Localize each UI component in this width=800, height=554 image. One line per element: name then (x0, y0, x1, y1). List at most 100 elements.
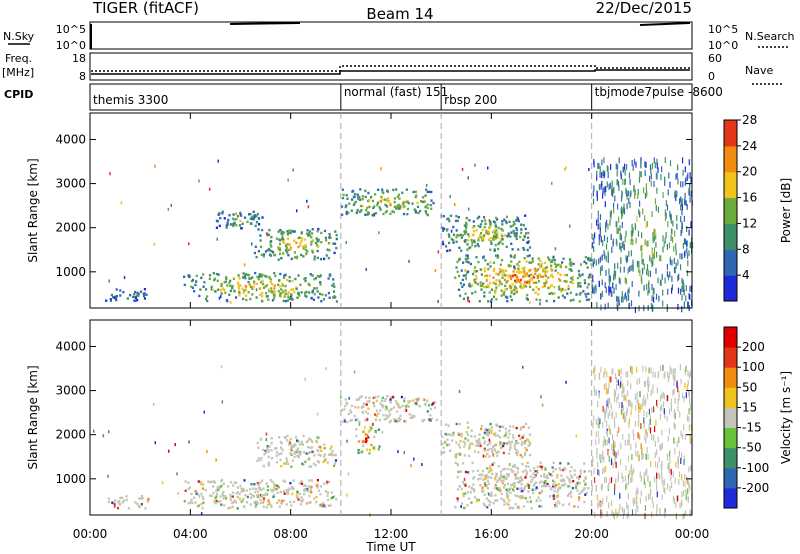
echo-cell (303, 488, 307, 491)
echo-cell (213, 500, 216, 503)
echo-cell (690, 191, 692, 198)
echo-cell (506, 300, 509, 303)
echo-cell (545, 484, 548, 488)
echo-cell (251, 494, 254, 497)
echo-cell (599, 256, 601, 263)
echo-cell (597, 431, 599, 438)
echo-cell (659, 279, 661, 286)
echo-cell (233, 276, 236, 280)
echo-cell (659, 508, 661, 515)
echo-cell (455, 236, 458, 239)
echo-cell (687, 370, 689, 377)
echo-cell (602, 422, 604, 429)
echo-cell (510, 290, 513, 293)
echo-cell (444, 432, 447, 436)
echo-cell (516, 450, 519, 454)
echo-cell (552, 497, 555, 500)
echo-cell (310, 297, 313, 300)
echo-cell (688, 481, 690, 488)
echo-cell (669, 408, 671, 415)
echo-cell (519, 437, 522, 441)
echo-cell (610, 429, 612, 436)
echo-cell (414, 195, 417, 199)
echo-cell (498, 267, 501, 271)
echo-cell (646, 429, 648, 436)
echo-cell (510, 483, 513, 487)
echo-cell (448, 241, 451, 245)
echo-cell (517, 441, 520, 445)
echo-cell (487, 300, 490, 303)
echo-cell (636, 366, 638, 373)
echo-cell (520, 286, 523, 290)
echo-cell (374, 413, 377, 416)
echo-cell (494, 237, 497, 241)
echo-cell (685, 365, 687, 372)
echo-cell (645, 437, 647, 444)
echo-cell (112, 296, 115, 299)
echo-cell (270, 441, 273, 445)
echo-cell (429, 419, 432, 422)
echo-cell (519, 285, 522, 288)
echo-cell (293, 230, 296, 233)
echo-cell (515, 449, 518, 452)
echo-cell (134, 296, 138, 300)
echo-cell (545, 281, 548, 284)
colorbar-tick-label: 20 (742, 165, 757, 179)
echo-cell (679, 411, 681, 418)
echo-cell (630, 239, 632, 245)
echo-cell (242, 276, 245, 279)
echo-cell (610, 376, 612, 383)
echo-cell (262, 282, 265, 286)
colorbar-tick-label: 16 (742, 191, 757, 205)
echo-cell (231, 505, 234, 508)
echo-cell (468, 219, 471, 222)
echo-cell (494, 243, 497, 247)
echo-cell (472, 477, 475, 480)
echo-cell (284, 292, 287, 295)
echo-cell (469, 491, 472, 494)
echo-cell (524, 280, 527, 284)
echo-cell (474, 290, 477, 294)
echo-cell (288, 229, 291, 232)
echo-speckle (292, 168, 294, 172)
echo-cell (372, 401, 375, 405)
echo-cell (650, 461, 652, 467)
echo-cell (217, 488, 220, 492)
echo-cell (676, 190, 678, 197)
echo-cell (637, 505, 639, 512)
echo-cell (625, 292, 627, 299)
echo-cell (550, 273, 553, 276)
echo-cell (332, 296, 335, 299)
echo-cell (327, 480, 330, 484)
echo-cell (537, 263, 540, 266)
echo-speckle (569, 224, 571, 228)
echo-cell (643, 472, 645, 479)
echo-cell (501, 482, 504, 485)
echo-cell (570, 474, 573, 477)
echo-cell (657, 462, 659, 469)
echo-cell (686, 226, 688, 232)
echo-cell (496, 256, 499, 259)
echo-cell (569, 299, 572, 302)
echo-cell (355, 434, 358, 438)
echo-cell (486, 443, 489, 447)
echo-cell (471, 292, 474, 295)
echo-cell (488, 225, 492, 228)
echo-cell (610, 210, 612, 217)
echo-cell (501, 290, 504, 293)
echo-cell (688, 416, 690, 423)
echo-cell (260, 281, 263, 284)
echo-cell (573, 469, 576, 472)
echo-cell (424, 194, 427, 197)
echo-cell (387, 200, 391, 203)
echo-cell (516, 216, 519, 219)
echo-cell (296, 450, 300, 453)
echo-cell (537, 257, 540, 260)
echo-cell (274, 274, 277, 278)
echo-cell (199, 480, 203, 484)
echo-cell (290, 445, 293, 449)
echo-cell (363, 402, 366, 405)
colorbar-swatch (724, 145, 737, 173)
echo-cell (543, 475, 546, 478)
echo-cell (478, 437, 481, 441)
